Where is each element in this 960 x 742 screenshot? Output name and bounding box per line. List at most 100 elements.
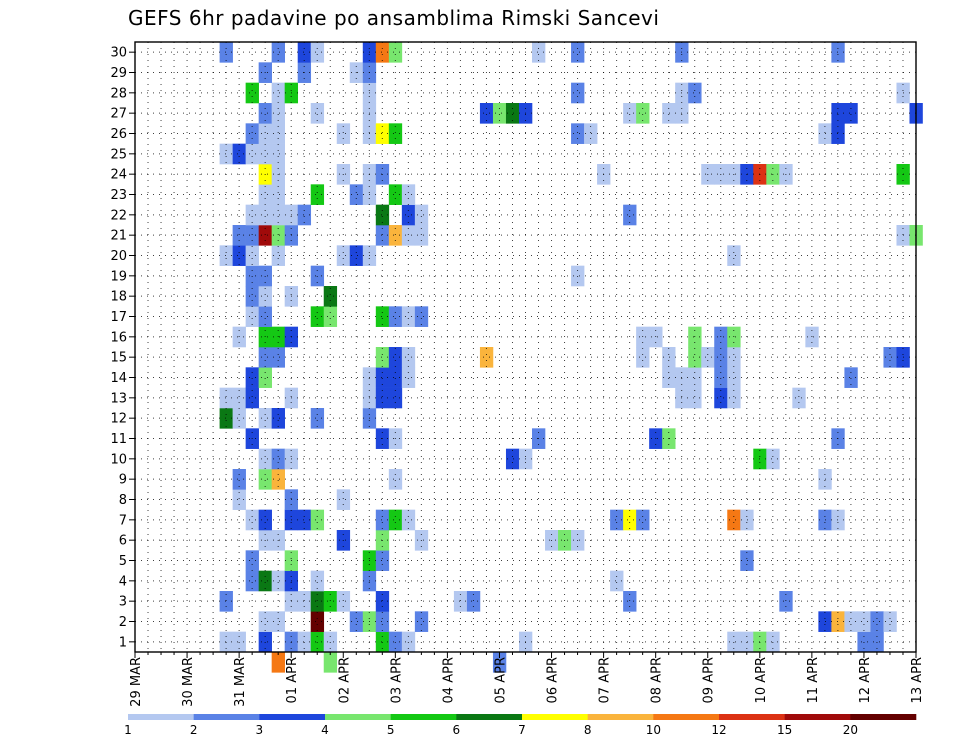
heatmap-cell (258, 265, 272, 287)
heatmap-cell (727, 631, 741, 653)
heatmap-cell (388, 225, 403, 246)
x-tick-label: 08 APR (650, 657, 665, 703)
colorbar-segment (325, 714, 391, 720)
heatmap-cell (414, 225, 429, 246)
heatmap-cell (310, 591, 325, 612)
y-tick-label: 9 (119, 473, 127, 488)
heatmap-cell (245, 143, 259, 165)
heatmap-cell (766, 448, 780, 470)
heatmap-cell (297, 631, 312, 653)
colorbar-segment (390, 714, 457, 720)
heatmap-cell (740, 509, 754, 531)
heatmap-cell (375, 204, 390, 226)
heatmap-cell (584, 123, 598, 144)
heatmap-cell (388, 387, 403, 409)
y-tick-label: 23 (110, 188, 127, 203)
heatmap-cell (271, 103, 285, 124)
y-tick-label: 26 (110, 127, 127, 142)
heatmap-cell (375, 306, 390, 327)
heatmap-cell (375, 123, 390, 144)
y-tick-label: 10 (110, 452, 127, 467)
heatmap-cell (323, 286, 338, 307)
heatmap-cell (258, 347, 272, 368)
colorbar-label: 4 (321, 723, 329, 737)
heatmap-cell (414, 611, 429, 632)
y-tick-label: 18 (110, 290, 127, 305)
y-tick-label: 11 (110, 432, 127, 447)
colorbar-label: 1 (124, 723, 132, 737)
heatmap-cell (375, 225, 390, 246)
heatmap-cell (219, 408, 233, 429)
heatmap-cell (388, 306, 403, 327)
heatmap-cell (271, 469, 285, 490)
heatmap-cell (375, 367, 390, 388)
x-tick-label: 31 MAR (233, 657, 248, 707)
heatmap-cell (310, 265, 325, 287)
heatmap-cell (844, 103, 858, 124)
colorbar-label: 2 (190, 723, 198, 737)
y-tick-label: 12 (110, 412, 127, 427)
heatmap-cell (219, 591, 233, 612)
heatmap-cell (831, 509, 845, 531)
colorbar-segment (850, 714, 917, 720)
y-tick-label: 20 (110, 249, 127, 264)
heatmap-cell (310, 611, 325, 632)
heatmap-cell (388, 184, 403, 205)
heatmap-cell (297, 42, 312, 63)
heatmap-cell (232, 143, 246, 165)
x-tick-label: 06 APR (546, 657, 561, 703)
heatmap-cell (375, 347, 390, 368)
heatmap-cell (623, 103, 637, 124)
heatmap-cell (245, 570, 259, 592)
heatmap-cell (401, 225, 416, 246)
heatmap-cell (388, 469, 403, 490)
y-tick-label: 8 (119, 493, 127, 508)
colorbar-label: 20 (843, 723, 858, 737)
heatmap-cell (714, 347, 728, 368)
heatmap-cell (388, 123, 403, 144)
heatmap-cell (375, 550, 390, 571)
heatmap-cell (662, 347, 676, 368)
colorbar-segment (719, 714, 785, 720)
heatmap-cell (466, 591, 481, 612)
heatmap-cell (779, 591, 793, 612)
heatmap-cell (232, 631, 246, 653)
heatmap-cell (375, 42, 390, 63)
heatmap-cell (232, 225, 246, 246)
heatmap-cell (492, 103, 507, 124)
heatmap-cell (336, 123, 351, 144)
heatmap-cell (271, 652, 285, 673)
y-tick-label: 15 (110, 351, 127, 366)
heatmap-cell (271, 245, 285, 266)
heatmap-cell (323, 591, 338, 612)
heatmap-cell (844, 611, 858, 632)
heatmap-cell (688, 367, 702, 388)
heatmap-cell (388, 367, 403, 388)
x-tick-label: 03 APR (389, 657, 404, 703)
heatmap-cell (740, 550, 754, 571)
heatmap-cell (492, 652, 507, 673)
heatmap-cell (258, 225, 272, 246)
heatmap-cell (479, 347, 494, 368)
heatmap-cell (701, 347, 715, 368)
heatmap-cell (232, 387, 246, 409)
heatmap-cell (453, 591, 468, 612)
y-tick-label: 14 (110, 371, 127, 386)
colorbar-segment (128, 714, 194, 720)
heatmap-cell (219, 631, 233, 653)
heatmap-cell (271, 611, 285, 632)
y-tick-label: 16 (110, 330, 127, 345)
heatmap-cell (258, 103, 272, 124)
heatmap-cell (375, 611, 390, 632)
heatmap-cell (870, 631, 884, 653)
heatmap-cell (349, 245, 364, 266)
heatmap-cell (219, 42, 233, 63)
colorbar-segment (587, 714, 654, 720)
heatmap-cell (636, 103, 650, 124)
heatmap-cell (349, 184, 364, 205)
colorbar-label: 10 (646, 723, 661, 737)
x-tick-label: 07 APR (598, 657, 613, 703)
x-tick-label: 02 APR (337, 657, 352, 703)
heatmap-cell (271, 123, 285, 144)
